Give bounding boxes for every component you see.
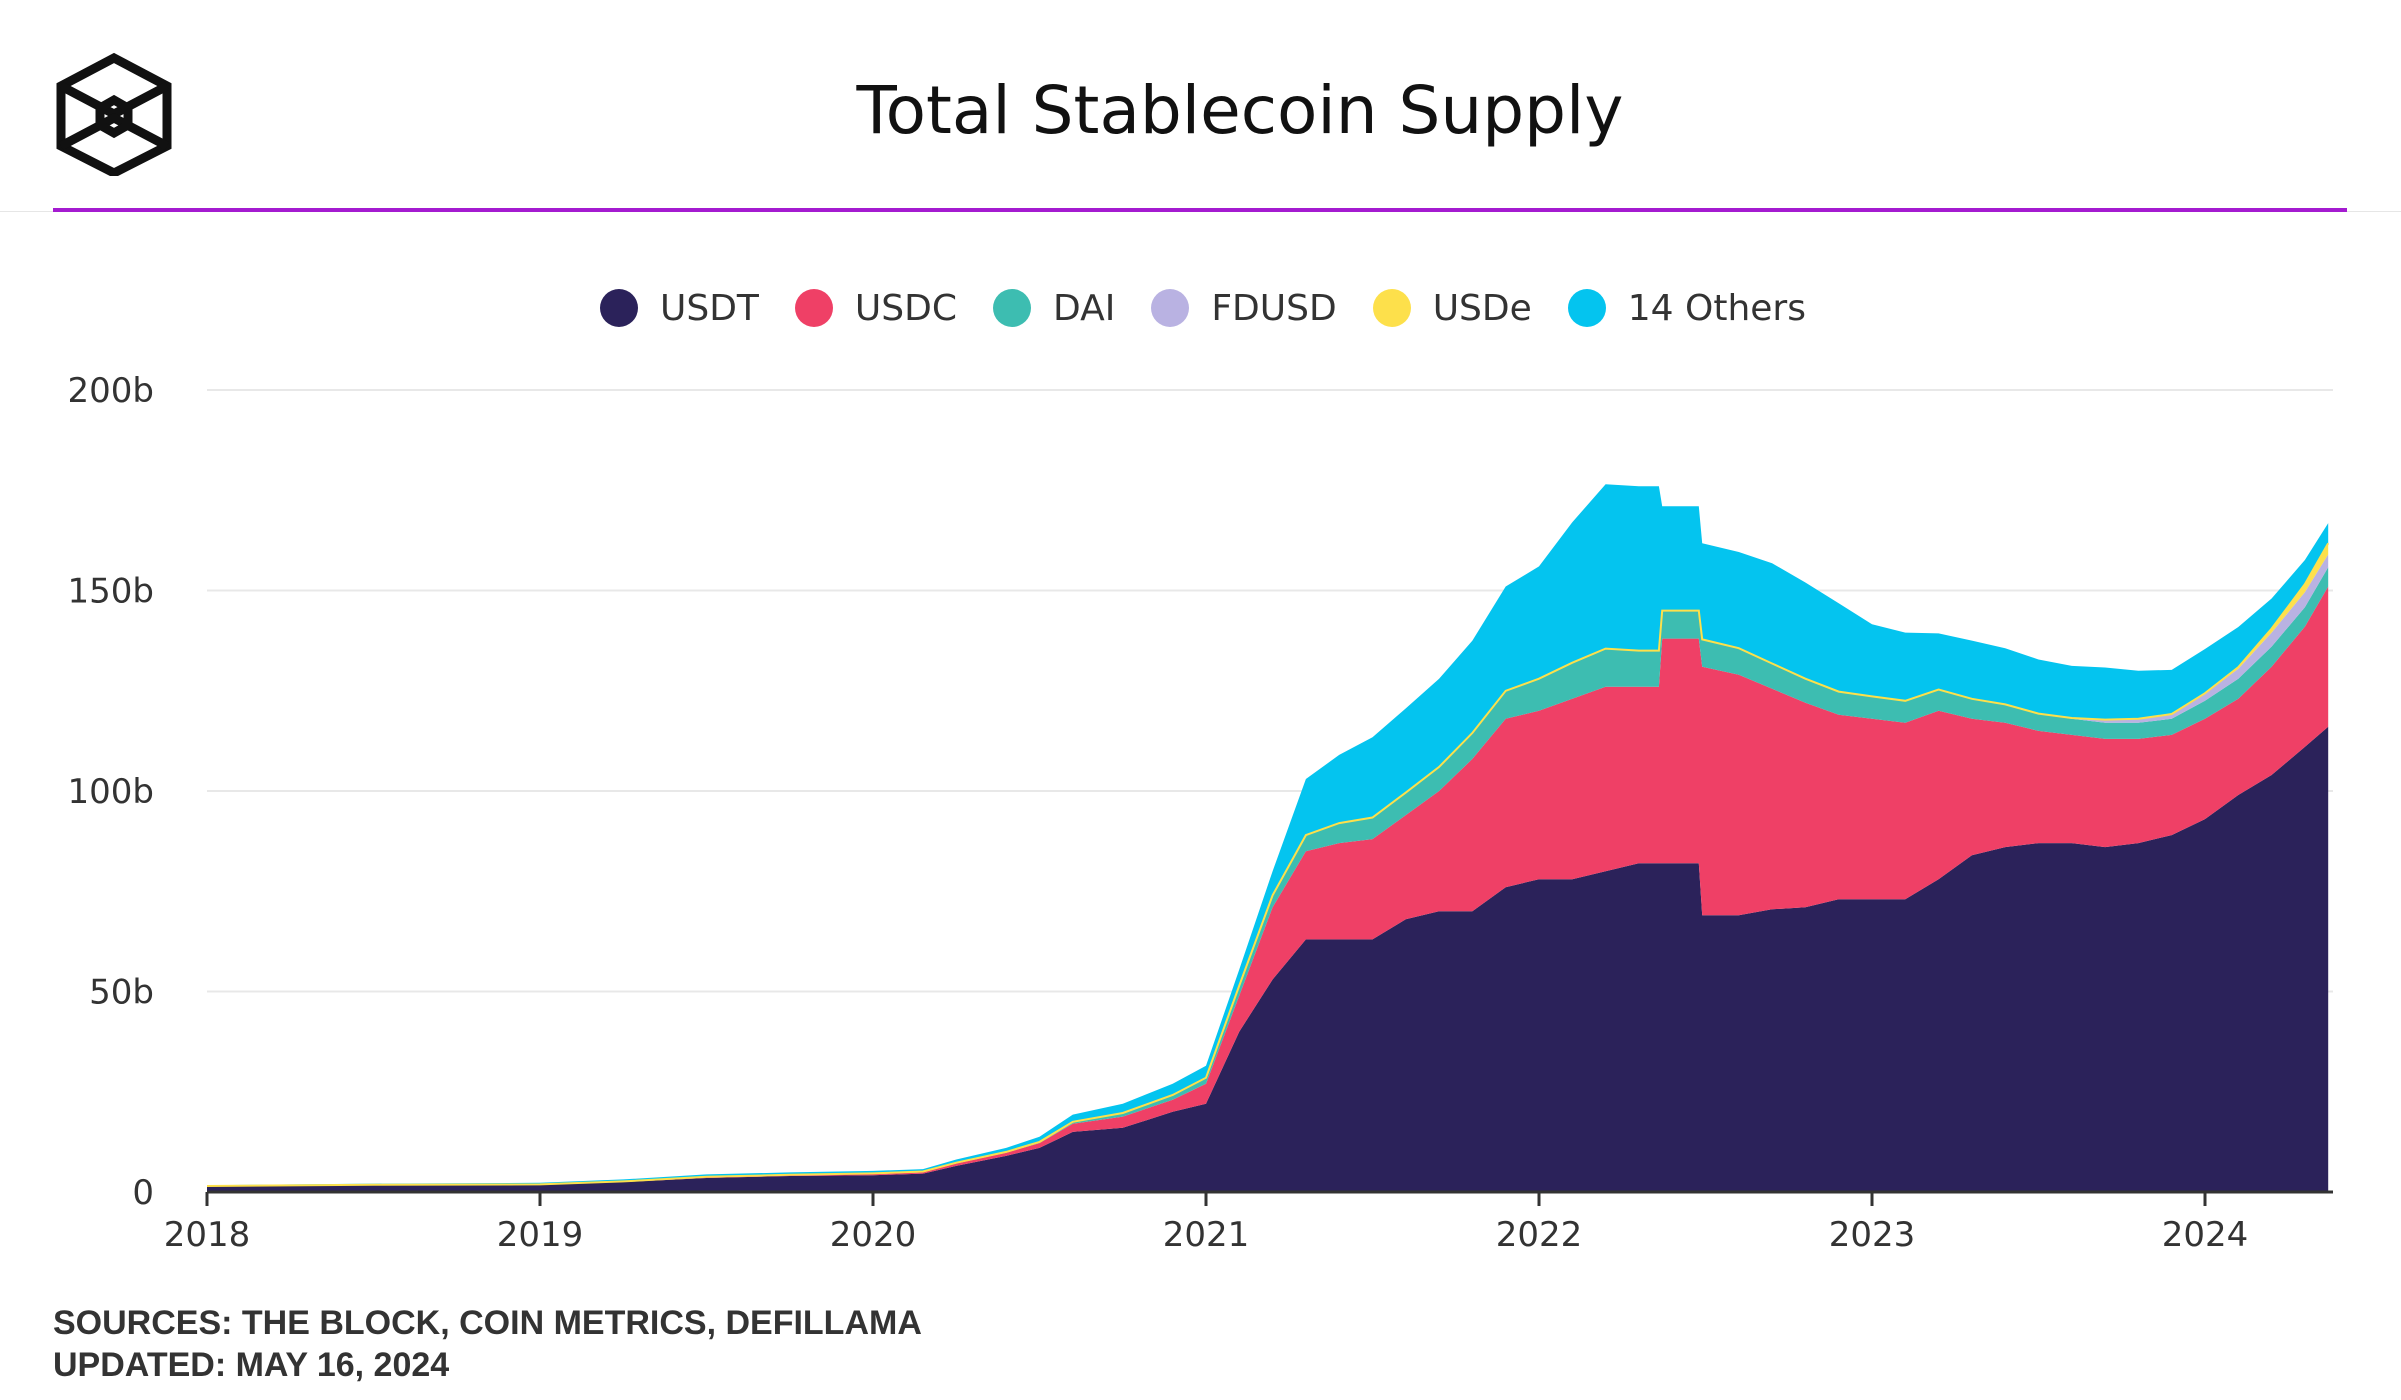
legend-label-others: 14 Others bbox=[1627, 287, 1806, 329]
x-tick-label: 2020 bbox=[830, 1215, 917, 1255]
x-tick-label: 2019 bbox=[497, 1215, 584, 1255]
y-tick-label: 0 bbox=[132, 1173, 154, 1213]
y-tick-label: 100b bbox=[68, 772, 154, 812]
updated-note: UPDATED: MAY 16, 2024 bbox=[53, 1346, 450, 1384]
area-14-others bbox=[207, 484, 2329, 1186]
chart-header: Total Stablecoin Supply bbox=[0, 0, 2401, 212]
chart-footer: SOURCES: THE BLOCK, COIN METRICS, DEFILL… bbox=[53, 1302, 922, 1386]
chart-title: Total Stablecoin Supply bbox=[856, 72, 1624, 149]
stacked-area-chart: 0 50b 100b 150b 200b 2018 2019 2020 2021 2022 2023… bbox=[68, 371, 2333, 1255]
usde-edge-line bbox=[206, 542, 2330, 1187]
legend-swatch-dai bbox=[992, 289, 1031, 327]
the-block-logo-icon bbox=[54, 52, 174, 179]
area-usdt bbox=[207, 726, 2329, 1192]
legend-label-dai: DAI bbox=[1052, 287, 1116, 329]
legend-swatch-usdc bbox=[794, 289, 833, 327]
legend-item-fdusd[interactable]: FDUSD bbox=[1151, 287, 1337, 329]
y-tick-label: 200b bbox=[68, 371, 154, 411]
legend-label-fdusd: FDUSD bbox=[1211, 287, 1337, 329]
legend-label-usdc: USDC bbox=[854, 287, 957, 329]
x-tick-label: 2024 bbox=[2162, 1215, 2249, 1255]
legend-label-usdt: USDT bbox=[660, 287, 759, 329]
x-tick-label: 2022 bbox=[1496, 1215, 1583, 1255]
legend-swatch-usde bbox=[1372, 289, 1411, 327]
header-accent-rule bbox=[53, 208, 2347, 212]
x-tick-label: 2021 bbox=[1163, 1215, 1250, 1255]
legend-item-usdt[interactable]: USDT bbox=[600, 288, 759, 329]
area-usdc bbox=[207, 586, 2329, 1186]
y-tick-label: 150b bbox=[68, 572, 154, 612]
chart-legend: USDT USDC DAI FDUSD USDe 14 Others bbox=[600, 280, 1842, 336]
sources-note: SOURCES: THE BLOCK, COIN METRICS, DEFILL… bbox=[53, 1304, 922, 1342]
x-tick-label: 2018 bbox=[164, 1215, 251, 1255]
legend-label-usde: USDe bbox=[1432, 287, 1532, 329]
legend-swatch-fdusd bbox=[1151, 289, 1190, 327]
legend-swatch-others bbox=[1567, 289, 1606, 327]
legend-item-others[interactable]: 14 Others bbox=[1567, 287, 1806, 329]
legend-item-usdc[interactable]: USDC bbox=[794, 287, 957, 329]
y-tick-label: 50b bbox=[89, 973, 154, 1013]
legend-swatch-usdt bbox=[600, 289, 638, 327]
legend-item-dai[interactable]: DAI bbox=[992, 287, 1116, 329]
x-tick-label: 2023 bbox=[1829, 1215, 1916, 1255]
legend-item-usde[interactable]: USDe bbox=[1372, 287, 1532, 329]
